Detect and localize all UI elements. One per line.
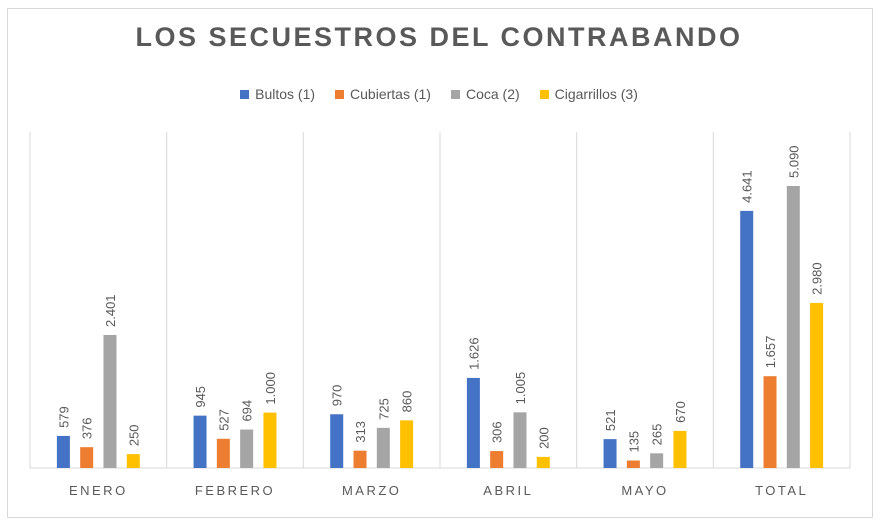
legend-label: Bultos (1) — [255, 86, 316, 102]
data-label: 313 — [353, 421, 368, 443]
bar — [536, 456, 550, 468]
bar — [376, 427, 390, 468]
legend-label: Cubiertas (1) — [350, 86, 431, 102]
data-label: 200 — [536, 427, 551, 449]
bar — [400, 420, 414, 468]
data-label: 265 — [650, 424, 665, 446]
data-label: 376 — [80, 417, 95, 439]
data-label: 1.626 — [466, 337, 481, 370]
legend-item: Cubiertas (1) — [335, 86, 431, 102]
bar — [56, 435, 70, 468]
bar — [810, 302, 824, 468]
x-tick-label: ENERO — [69, 483, 128, 498]
legend-swatch — [240, 89, 250, 99]
bar — [490, 451, 504, 468]
data-label: 2.980 — [810, 262, 825, 295]
legend-swatch — [450, 89, 460, 99]
data-label: 694 — [240, 400, 255, 422]
data-label: 5.090 — [786, 145, 801, 178]
bar — [626, 460, 640, 468]
bar — [216, 438, 230, 468]
bar — [126, 454, 140, 468]
bar — [603, 439, 617, 468]
legend-swatch — [539, 89, 549, 99]
legend-swatch — [335, 89, 345, 99]
data-label: 579 — [56, 406, 71, 428]
data-label: 1.657 — [763, 336, 778, 369]
bar — [330, 414, 344, 468]
bar — [650, 453, 664, 468]
x-tick-label: MARZO — [342, 483, 401, 498]
data-label: 4.641 — [740, 170, 755, 203]
x-tick-label: TOTAL — [755, 483, 808, 498]
legend-item: Bultos (1) — [240, 86, 315, 102]
data-label: 521 — [603, 409, 618, 431]
data-label: 945 — [193, 386, 208, 408]
data-label: 860 — [400, 391, 415, 413]
x-tick-label: FEBRERO — [195, 483, 275, 498]
data-label: 670 — [673, 401, 688, 423]
data-label: 135 — [626, 431, 641, 453]
data-label: 725 — [376, 398, 391, 420]
data-label: 306 — [490, 421, 505, 443]
bar — [240, 429, 254, 468]
legend-item: Coca (2) — [450, 86, 520, 102]
legend-label: Cigarrillos (3) — [554, 86, 638, 102]
bar — [786, 186, 800, 468]
bar — [103, 334, 117, 468]
legend-label: Coca (2) — [465, 86, 520, 102]
chart-title: LOS SECUESTROS DEL CONTRABANDO — [135, 22, 743, 52]
bar — [263, 412, 277, 468]
bar — [763, 376, 777, 468]
bar — [193, 415, 207, 468]
data-label: 250 — [126, 424, 141, 446]
bar — [466, 377, 480, 468]
x-tick-label: ABRIL — [483, 483, 533, 498]
data-label: 2.401 — [103, 294, 118, 327]
bar — [80, 447, 94, 468]
bar — [740, 210, 754, 468]
bar — [513, 412, 527, 468]
bar — [673, 430, 687, 468]
data-label: 970 — [330, 385, 345, 407]
legend-item: Cigarrillos (3) — [539, 86, 638, 102]
data-label: 1.005 — [513, 372, 528, 405]
data-label: 527 — [216, 409, 231, 431]
bar — [353, 450, 367, 468]
data-label: 1.000 — [263, 372, 278, 405]
legend: Bultos (1) Cubiertas (1) Coca (2) Cigarrill… — [0, 86, 878, 102]
x-tick-label: MAYO — [621, 483, 668, 498]
